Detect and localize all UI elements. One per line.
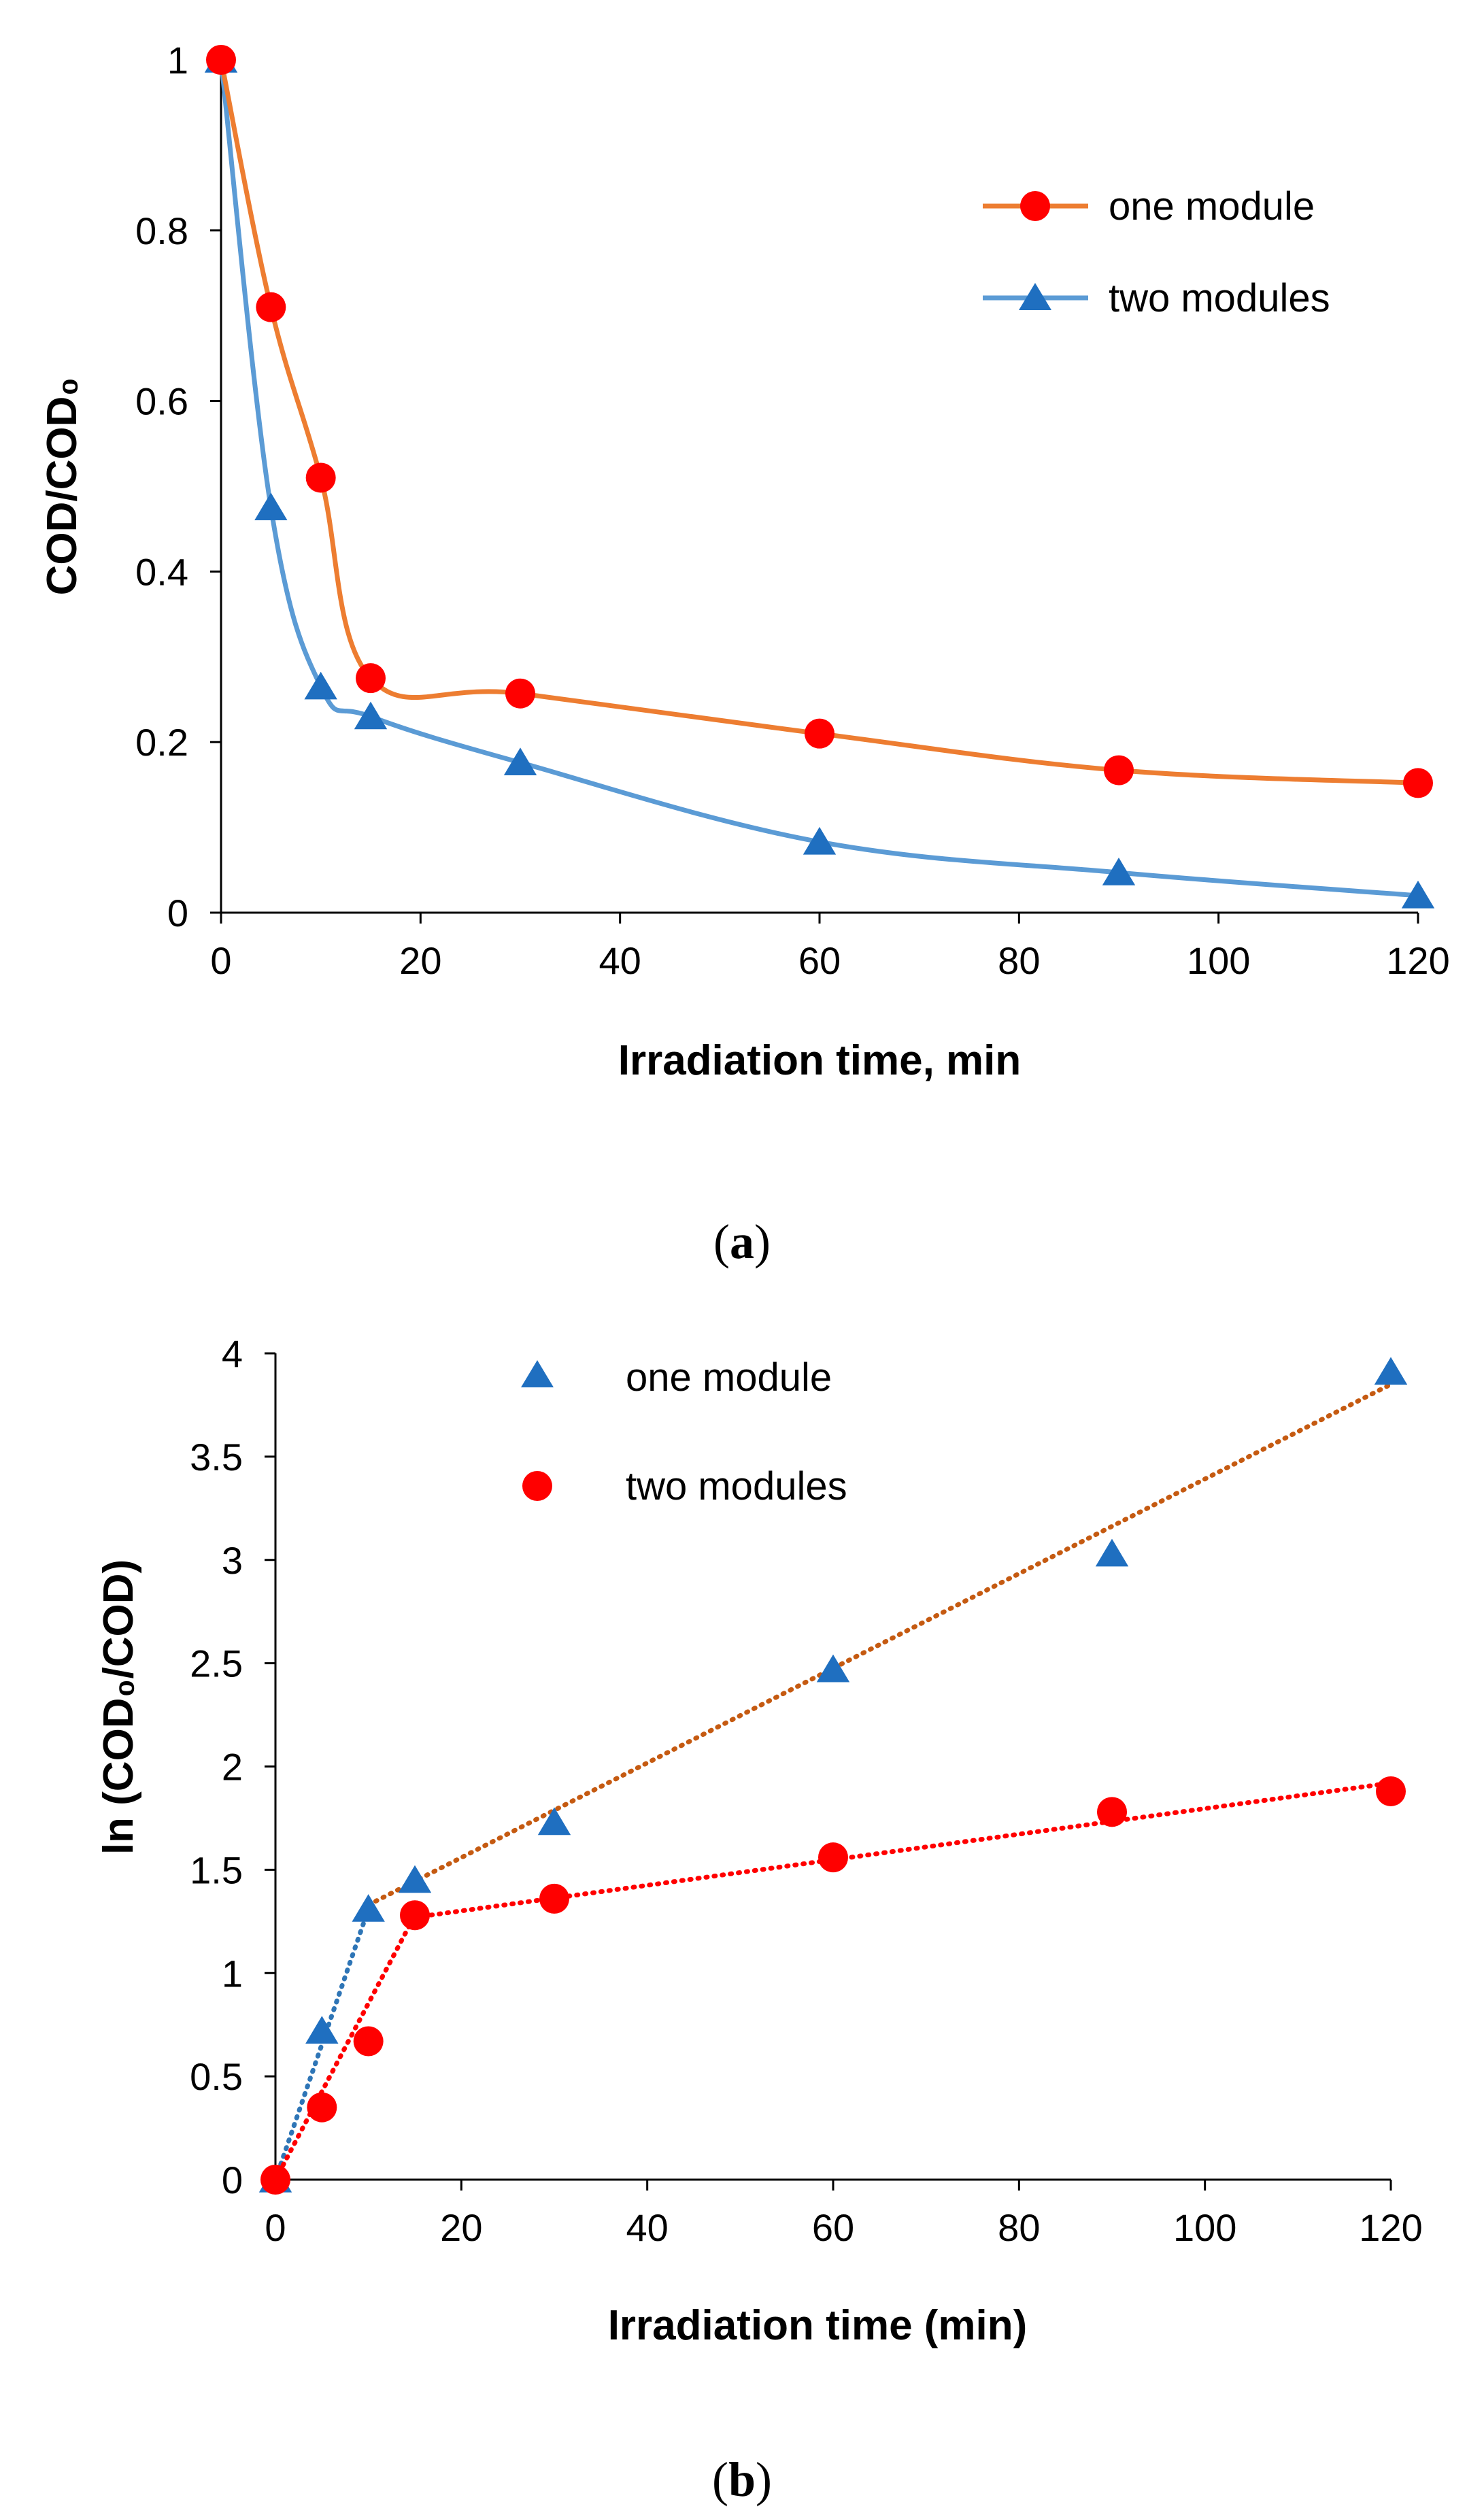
chart-b-point-one-module (816, 1654, 850, 1683)
chart-b: 0 20 40 60 80 100 120 0 0.5 1 1.5 2 2.5 3 3.5 4 Irradi… (95, 1332, 1423, 2507)
chart-a-point-one-module (356, 663, 386, 694)
chart-b-point-two-modules (1097, 1797, 1127, 1827)
a-x-tick-label: 0 (210, 939, 231, 982)
chart-b-trendline-one-module (366, 1382, 1394, 1908)
chart-a-point-two-modules (1102, 858, 1136, 885)
chart-b-trendline-one-module (273, 1906, 371, 2182)
chart-a: 0 20 40 60 80 100 120 0 0.2 0.4 0.6 0.8 1 Irradiati… (39, 39, 1450, 1269)
chart-b-point-two-modules (260, 2165, 290, 2195)
b-y-tick-label: 1.5 (190, 1848, 243, 1891)
chart-b-y-axis-title: ln (COD₀/COD) (95, 1559, 142, 1855)
b-y-tick-label: 2.5 (190, 1642, 243, 1685)
b-y-tick-label: 0 (222, 2159, 243, 2201)
chart-b-ticks (265, 1352, 1392, 2191)
b-y-tick-label: 0.5 (190, 2055, 243, 2098)
a-x-tick-label: 120 (1386, 939, 1449, 982)
chart-b-trendline-two-modules (273, 1912, 418, 2182)
b-x-tick-label: 40 (626, 2206, 669, 2249)
chart-a-point-two-modules (503, 747, 537, 775)
chart-a-x-axis-title: Irradiation time, min (618, 1037, 1022, 1084)
chart-b-point-one-module (1095, 1538, 1129, 1567)
b-x-tick-label: 60 (812, 2206, 854, 2249)
chart-b-point-one-module (305, 2016, 339, 2044)
legend-b-label-two-modules: two modules (626, 1464, 847, 1508)
chart-b-point-one-module (537, 1807, 571, 1836)
chart-a-y-axis-title: COD/COD₀ (39, 377, 86, 596)
a-x-tick-label: 80 (998, 939, 1040, 982)
b-y-tick-label: 1 (222, 1952, 243, 1995)
chart-a-point-one-module (1403, 768, 1433, 798)
chart-b-point-two-modules (307, 2092, 337, 2123)
chart-b-point-two-modules (818, 1842, 848, 1873)
chart-b-caption: (b) (712, 2452, 772, 2507)
chart-b-point-two-modules (539, 1883, 569, 1914)
chart-a-caption-letter: a (730, 1215, 754, 1269)
chart-a-point-one-module (206, 45, 236, 75)
chart-a-x-tick-labels: 0 20 40 60 80 100 120 (210, 939, 1449, 982)
a-x-tick-label: 40 (599, 939, 641, 982)
chart-a-point-two-modules (254, 492, 288, 521)
chart-b-point-two-modules (400, 1900, 430, 1931)
a-x-tick-label: 60 (798, 939, 841, 982)
legend-b-label-one-module: one module (626, 1355, 832, 1400)
chart-b-point-two-modules (1376, 1776, 1406, 1806)
a-y-tick-label: 0.2 (135, 721, 188, 764)
legend-a-label-one-module: one module (1109, 184, 1315, 229)
chart-b-x-tick-labels: 0 20 40 60 80 100 120 (265, 2206, 1422, 2249)
legend-a-label-two-modules: two modules (1109, 276, 1330, 320)
a-x-tick-label: 100 (1187, 939, 1250, 982)
chart-a-y-tick-labels: 0 0.2 0.4 0.6 0.8 1 (135, 39, 188, 934)
chart-a-point-one-module (1104, 755, 1134, 785)
a-x-tick-label: 20 (399, 939, 441, 982)
b-y-tick-label: 4 (222, 1332, 243, 1375)
chart-b-point-one-module (1374, 1357, 1408, 1385)
a-y-tick-label: 0 (167, 892, 188, 934)
chart-b-point-two-modules (353, 2026, 384, 2057)
chart-a-point-two-modules (803, 826, 837, 855)
chart-b-series (258, 1357, 1408, 2195)
chart-a-point-one-module (805, 718, 834, 749)
legend-a-swatch-marker-one-module (1020, 191, 1050, 221)
chart-a-legend: one module two modules (983, 184, 1330, 320)
legend-a-swatch-marker-two-modules (1019, 283, 1051, 310)
legend-b-swatch-marker-two-modules (522, 1471, 552, 1501)
a-y-tick-label: 0.4 (135, 550, 188, 593)
b-x-tick-label: 20 (440, 2206, 482, 2249)
b-y-tick-label: 3.5 (190, 1436, 243, 1478)
chart-b-point-one-module (352, 1894, 385, 1922)
a-y-tick-label: 0.6 (135, 380, 188, 423)
legend-b-swatch-marker-one-module (521, 1360, 554, 1387)
chart-a-point-two-modules (354, 701, 388, 730)
b-x-tick-label: 120 (1359, 2206, 1422, 2249)
b-x-tick-label: 80 (998, 2206, 1040, 2249)
b-x-tick-label: 100 (1173, 2206, 1236, 2249)
chart-a-point-one-module (305, 462, 336, 493)
chart-a-point-one-module (505, 678, 535, 709)
chart-a-series-line-one-module (218, 57, 1421, 785)
chart-a-series (204, 45, 1435, 909)
chart-b-legend: one module two modules (521, 1355, 847, 1508)
a-y-tick-label: 0.8 (135, 209, 188, 252)
chart-a-point-two-modules (304, 671, 337, 700)
a-y-tick-label: 1 (167, 39, 188, 82)
chart-b-x-axis-title: Irradiation time (min) (608, 2302, 1028, 2349)
chart-b-trendlines (273, 1382, 1394, 2182)
b-y-tick-label: 2 (222, 1746, 243, 1789)
chart-a-caption: (a) (713, 1215, 771, 1269)
chart-a-point-two-modules (1401, 880, 1435, 909)
chart-b-caption-letter: b (728, 2452, 756, 2507)
chart-b-point-one-module (398, 1865, 432, 1893)
chart-b-y-tick-labels: 0 0.5 1 1.5 2 2.5 3 3.5 4 (190, 1332, 243, 2201)
chart-b-trendline-two-modules (412, 1780, 1394, 1920)
chart-a-point-one-module (256, 292, 286, 322)
b-x-tick-label: 0 (265, 2206, 286, 2249)
b-y-tick-label: 3 (222, 1539, 243, 1582)
